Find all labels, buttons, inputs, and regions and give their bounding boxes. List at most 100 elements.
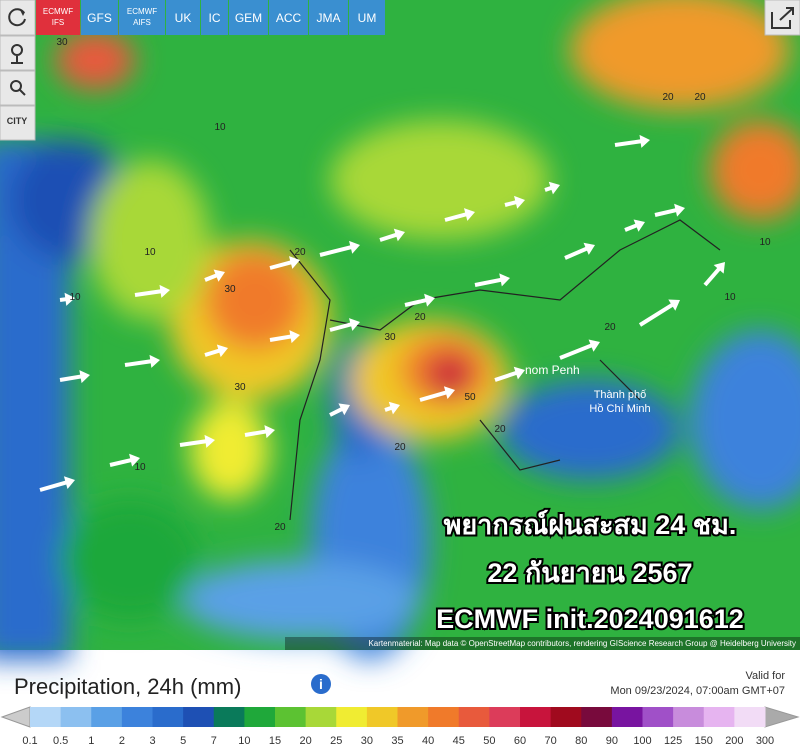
wind-arrow [638, 302, 675, 327]
wind-arrow [474, 277, 504, 287]
model-tab[interactable] [119, 0, 165, 35]
legend-swatch [91, 707, 123, 727]
wind-arrow [204, 348, 222, 357]
model-tabs: ECMWF IFS GFS ECMWF AIFS UK IC GEM ACC JMA UM [36, 0, 385, 35]
wind-arrow [379, 232, 399, 242]
legend-value: 300 [756, 735, 774, 747]
legend-value: 2 [119, 735, 125, 747]
wind-arrow [319, 244, 354, 257]
wind-arrow [329, 321, 354, 332]
overlay-text: ECMWF init.2024091612 [436, 604, 744, 634]
zoom-button[interactable] [0, 70, 36, 106]
svg-text:i: i [319, 676, 323, 692]
wind-arrow-head [674, 203, 685, 217]
overlay-text: 22 กันยายน 2567 [487, 558, 692, 588]
legend-swatch [581, 707, 613, 727]
wind-arrow-head [204, 434, 215, 448]
legend-swatch [152, 707, 184, 727]
legend-swatch [60, 707, 92, 727]
legend-value: 45 [453, 735, 465, 747]
model-tab[interactable] [201, 0, 228, 35]
model-tab[interactable] [309, 0, 348, 35]
contour-label: 10 [214, 122, 226, 133]
legend-swatch [520, 707, 552, 727]
refresh-button[interactable] [0, 0, 36, 36]
wind-arrow-head [216, 344, 228, 358]
map[interactable]: 3010202010103020103020305020201020101020… [0, 0, 800, 660]
tab-label: AIFS [133, 18, 151, 27]
city-label: CITY [7, 116, 28, 126]
tab-label: IC [209, 11, 221, 25]
legend-swatch [703, 707, 735, 727]
contour-label: 10 [144, 247, 156, 258]
model-tab[interactable] [229, 0, 268, 35]
wind-arrow [494, 370, 519, 382]
wind-arrow-head [64, 292, 75, 306]
wind-arrow [444, 211, 469, 222]
wind-arrow-head [514, 195, 525, 209]
legend-swatch [183, 707, 215, 727]
legend-value: 200 [725, 735, 743, 747]
tab-label: ECMWF [127, 7, 157, 16]
model-tab[interactable] [349, 0, 385, 35]
wind-arrow-head [713, 262, 725, 274]
wind-arrow-head [463, 208, 475, 221]
wind-arrow [329, 406, 345, 417]
model-tab[interactable] [166, 0, 200, 35]
wind-arrow [59, 374, 84, 382]
info-button[interactable] [311, 674, 331, 694]
wind-arrow-head [63, 476, 75, 490]
legend-swatch [305, 707, 337, 727]
tab-label: UM [358, 11, 377, 25]
wind-arrow [654, 207, 679, 217]
contour-label: 50 [464, 392, 476, 403]
contour-label: 30 [56, 37, 68, 48]
legend-swatch [30, 707, 62, 727]
wind-arrow-head [393, 228, 405, 242]
tab-label: IFS [52, 18, 64, 27]
city-button[interactable] [0, 105, 36, 141]
contour-label: 20 [604, 322, 616, 333]
legend-value: 1 [88, 735, 94, 747]
location-button[interactable] [0, 35, 36, 71]
model-tab[interactable] [269, 0, 308, 35]
wind-arrow [124, 359, 154, 367]
tab-label: GFS [87, 11, 112, 25]
legend-swatch [213, 707, 245, 727]
legend-value: 20 [300, 735, 312, 747]
wind-arrows [39, 134, 725, 492]
legend-value: 90 [606, 735, 618, 747]
legend-value: 25 [330, 735, 342, 747]
wind-arrow [244, 429, 269, 437]
legend-value: 40 [422, 735, 434, 747]
wind-arrow-head [583, 242, 595, 255]
legend-swatch [275, 707, 307, 727]
wind-arrow-head [548, 181, 560, 195]
legend-value: 0.5 [53, 735, 68, 747]
contour-label: 20 [494, 424, 506, 435]
legend-swatch [673, 707, 705, 727]
legend-value: 80 [575, 735, 587, 747]
tab-label: UK [175, 11, 192, 25]
legend-swatch [336, 707, 368, 727]
legend-value: 15 [269, 735, 281, 747]
model-tab[interactable] [36, 0, 80, 35]
wind-arrow-head [424, 293, 435, 307]
wind-arrow-head [443, 386, 455, 400]
legend-swatch [642, 707, 674, 727]
legend-swatch [611, 707, 643, 727]
wind-arrow [109, 457, 134, 467]
contour-label: 20 [294, 247, 306, 258]
legend-swatch [489, 707, 521, 727]
toolbar: CITY [0, 0, 800, 141]
wind-arrow-head [149, 354, 160, 368]
legend: Precipitation, 24h (mm) i Valid for Mon … [0, 670, 800, 747]
valid-label: Valid for [745, 670, 785, 682]
attribution: Kartenmaterial: Map data © OpenStreetMap… [368, 639, 796, 648]
legend-value: 35 [391, 735, 403, 747]
wind-arrow [614, 139, 644, 147]
tab-label: ACC [276, 11, 302, 25]
legend-swatch [121, 707, 153, 727]
model-tab[interactable] [81, 0, 118, 35]
